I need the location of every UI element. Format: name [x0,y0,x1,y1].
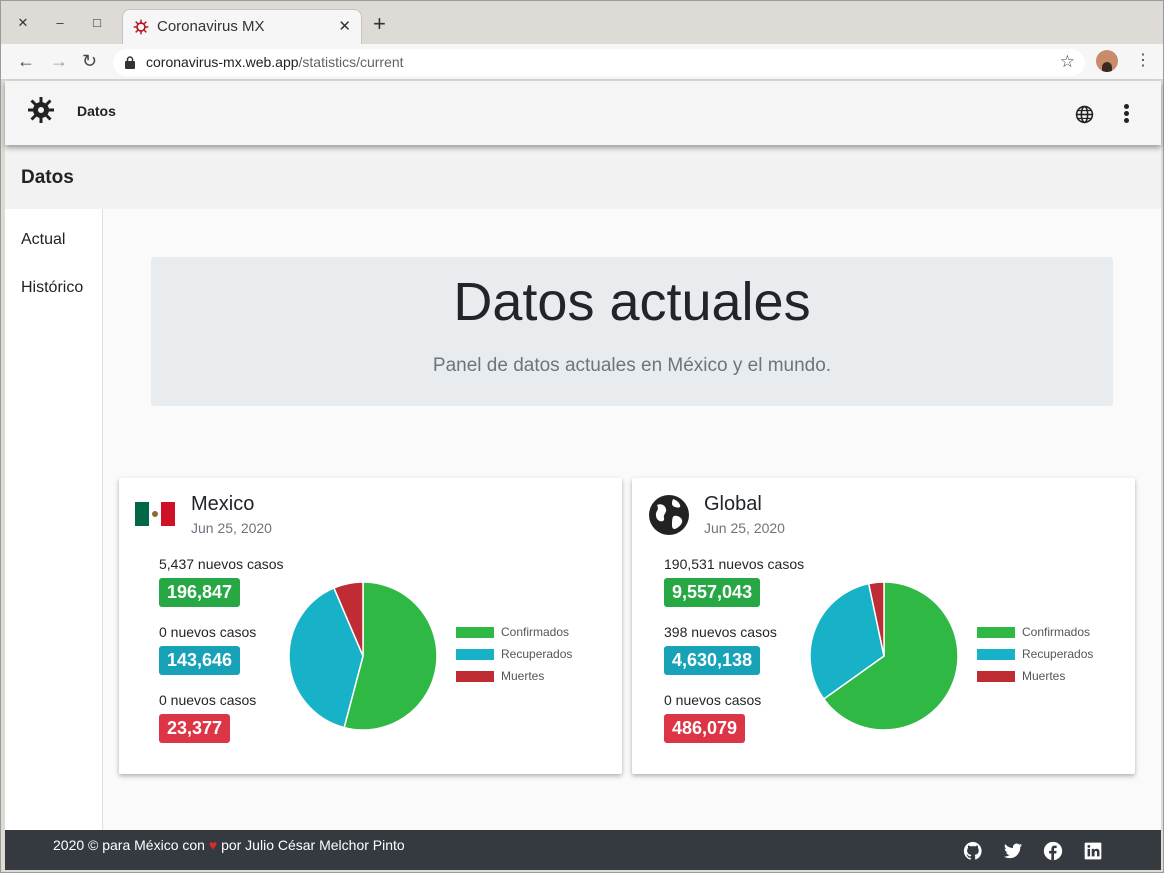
pie-slice-confirmed[interactable] [343,581,438,731]
app-menu-icon[interactable] [1119,103,1133,125]
deaths-badge: 23,377 [159,714,231,743]
maximize-window-icon[interactable]: □ [93,15,101,30]
deaths-stat: 0 nuevos casos 486,079 [664,692,761,743]
close-window-icon[interactable]: ✕ [17,15,29,30]
mexico-flag-icon [135,502,175,526]
forward-icon[interactable]: → [50,51,68,71]
brand-title[interactable]: Datos [77,103,116,119]
recovered-new-cases: 0 nuevos casos [159,624,257,640]
new-tab-icon[interactable]: + [373,11,386,36]
confirmed-badge: 196,847 [159,578,241,607]
card-name: Mexico [191,493,255,515]
title-bar: ✕ – □ Coronavirus MX ✕ + [1,1,1163,45]
sidebar-item-actual[interactable]: Actual [21,231,66,248]
mexico-pie-chart [288,581,438,731]
page-title: Datos actuales [453,272,811,332]
legend-item-deaths[interactable]: Muertes [977,669,1093,691]
confirmed-badge: 9,557,043 [664,578,761,607]
card-name: Global [704,493,762,515]
confirmed-stat: 190,531 nuevos casos 9,557,043 [664,556,804,607]
deaths-new-cases: 0 nuevos casos [664,692,762,708]
tab-title: Coronavirus MX [157,18,265,35]
card-date: Jun 25, 2020 [704,520,785,536]
sidebar: Actual Histórico [5,209,103,830]
sidebar-item-historico[interactable]: Histórico [21,279,84,296]
deaths-new-cases: 0 nuevos casos [159,692,257,708]
bookmark-star-icon[interactable]: ☆ [1059,52,1075,71]
deaths-stat: 0 nuevos casos 23,377 [159,692,256,743]
card-date: Jun 25, 2020 [191,520,272,536]
footer: 2020 © para México con ♥ por Julio César… [5,830,1161,870]
pie-slice-recovered[interactable] [809,582,885,701]
twitter-icon[interactable] [1003,841,1023,861]
virus-favicon-icon [133,19,149,35]
mexico-card: Mexico Jun 25, 2020 5,437 nuevos casos 1… [119,478,622,774]
jumbotron: Datos actuales Panel de datos actuales e… [151,257,1113,406]
section-header: Datos [5,145,1161,209]
pie-slice-confirmed[interactable] [822,581,959,731]
global-pie-chart [809,581,959,731]
facebook-icon[interactable] [1043,841,1063,861]
confirmed-new-cases: 5,437 nuevos casos [159,556,284,572]
recovered-stat: 398 nuevos casos 4,630,138 [664,624,777,675]
global-legend: Confirmados Recuperados Muertes [977,625,1093,691]
pie-slice-deaths[interactable] [867,581,885,657]
url-text: coronavirus-mx.web.app/statistics/curren… [146,54,404,70]
minimize-window-icon[interactable]: – [56,15,64,30]
reload-icon[interactable]: ↻ [82,51,98,71]
linkedin-icon[interactable] [1083,841,1103,861]
legend-item-confirmed[interactable]: Confirmados [456,625,572,647]
legend-item-recovered[interactable]: Recuperados [456,647,572,669]
profile-avatar[interactable] [1096,50,1118,72]
footer-text: 2020 © para México con ♥ por Julio César… [53,837,405,853]
recovered-new-cases: 398 nuevos casos [664,624,777,640]
back-icon[interactable]: ← [17,51,35,71]
legend-item-confirmed[interactable]: Confirmados [977,625,1093,647]
confirmed-stat: 5,437 nuevos casos 196,847 [159,556,284,607]
legend-item-deaths[interactable]: Muertes [456,669,572,691]
section-title: Datos [21,167,74,188]
pie-slice-deaths[interactable] [332,581,364,657]
lock-icon [125,56,135,69]
recovered-stat: 0 nuevos casos 143,646 [159,624,256,675]
page-subtitle: Panel de datos actuales en México y el m… [432,355,832,376]
address-bar[interactable]: coronavirus-mx.web.app/statistics/curren… [113,49,1085,76]
legend-item-recovered[interactable]: Recuperados [977,647,1093,669]
virus-logo-icon[interactable] [27,96,55,124]
app-bar: Datos [5,81,1161,145]
global-card: Global Jun 25, 2020 190,531 nuevos casos… [632,478,1135,774]
deaths-badge: 486,079 [664,714,746,743]
browser-toolbar: ← → ↻ coronavirus-mx.web.app/statistics/… [1,44,1163,80]
earth-globe-icon [649,495,689,535]
close-tab-icon[interactable]: ✕ [338,18,351,35]
mexico-legend: Confirmados Recuperados Muertes [456,625,572,691]
pie-slice-recovered[interactable] [288,586,364,729]
browser-menu-icon[interactable]: ⋮ [1135,52,1151,69]
main-content: Datos actuales Panel de datos actuales e… [103,209,1161,830]
language-globe-icon[interactable] [1075,105,1094,124]
recovered-badge: 4,630,138 [664,646,761,675]
browser-tab[interactable]: Coronavirus MX ✕ [122,9,362,45]
confirmed-new-cases: 190,531 nuevos casos [664,556,805,572]
heart-icon: ♥ [208,837,218,853]
github-icon[interactable] [963,841,983,861]
recovered-badge: 143,646 [159,646,241,675]
